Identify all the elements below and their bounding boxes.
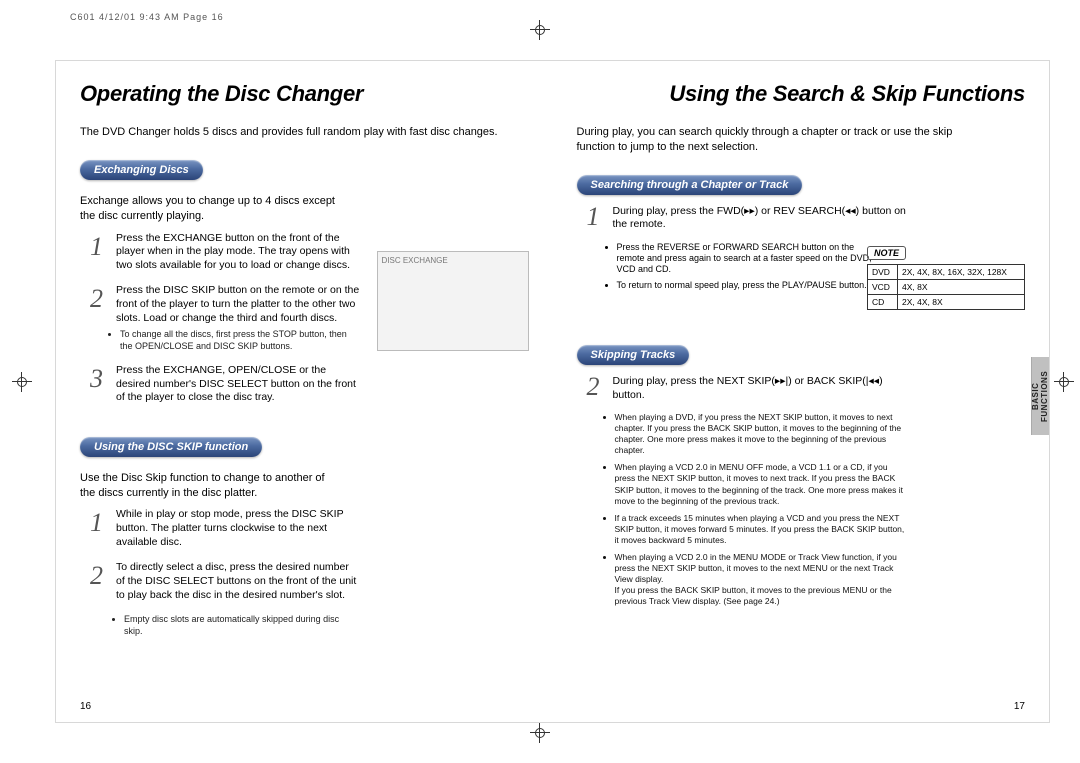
pill-skipping: Skipping Tracks — [577, 345, 690, 365]
page-right: Using the Search & Skip Functions During… — [553, 61, 1050, 722]
list-item: Press the REVERSE or FORWARD SEARCH butt… — [617, 242, 877, 276]
search-bullets: Press the REVERSE or FORWARD SEARCH butt… — [617, 242, 877, 291]
page-title-right: Using the Search & Skip Functions — [577, 81, 1026, 107]
list-item: To return to normal speed play, press th… — [617, 280, 877, 291]
side-tab-label: BASIC FUNCTIONS — [1032, 357, 1050, 435]
pill-exchanging-discs: Exchanging Discs — [80, 160, 203, 180]
page-title-left: Operating the Disc Changer — [80, 81, 529, 107]
crop-mark-bottom — [530, 723, 550, 743]
intro-left: The DVD Changer holds 5 discs and provid… — [80, 125, 510, 140]
step-number: 1 — [587, 205, 605, 232]
crop-mark-left — [12, 372, 32, 392]
table-cell: 2X, 4X, 8X, 16X, 32X, 128X — [898, 265, 1025, 280]
pill-disc-skip: Using the DISC SKIP function — [80, 437, 262, 457]
note-label: NOTE — [867, 246, 906, 260]
list-item: If a track exceeds 15 minutes when playi… — [615, 513, 905, 546]
table-row: VCD 4X, 8X — [868, 280, 1025, 295]
table-cell: 4X, 8X — [898, 280, 1025, 295]
section1-sub: Exchange allows you to change up to 4 di… — [80, 194, 340, 224]
print-meta: C601 4/12/01 9:43 AM Page 16 — [70, 12, 224, 22]
list-item: To directly select a disc, press the des… — [90, 561, 360, 602]
table-cell: 2X, 4X, 8X — [898, 295, 1025, 310]
page-number-left: 16 — [80, 701, 91, 712]
intro-right: During play, you can search quickly thro… — [577, 125, 957, 155]
side-tab-basic-functions: BASIC FUNCTIONS — [1031, 357, 1049, 435]
table-cell: DVD — [868, 265, 898, 280]
step-text: During play, press the FWD(▸▸) or REV SE… — [613, 205, 907, 232]
skip-step-2: 2 During play, press the NEXT SKIP(▸▸|) … — [587, 375, 907, 402]
step-text: During play, press the NEXT SKIP(▸▸|) or… — [613, 375, 907, 402]
page-number-right: 17 — [1014, 701, 1025, 712]
list-item: While in play or stop mode, press the DI… — [90, 508, 360, 549]
table-cell: CD — [868, 295, 898, 310]
section2-steps: While in play or stop mode, press the DI… — [90, 508, 360, 602]
section1-steps: Press the EXCHANGE button on the front o… — [90, 232, 360, 405]
table-row: CD 2X, 4X, 8X — [868, 295, 1025, 310]
list-item: When playing a VCD 2.0 in the MENU MODE … — [615, 552, 905, 607]
page-left: Operating the Disc Changer The DVD Chang… — [56, 61, 553, 722]
crop-mark-top — [530, 20, 550, 40]
figure-disc-exchange: DISC EXCHANGE — [377, 251, 529, 351]
list-item: Press the EXCHANGE, OPEN/CLOSE or the de… — [90, 364, 360, 405]
list-item: Press the DISC SKIP button on the remote… — [90, 284, 360, 351]
step-text: Press the DISC SKIP button on the remote… — [116, 284, 359, 323]
list-item: To change all the discs, first press the… — [120, 329, 350, 352]
list-item: Press the EXCHANGE button on the front o… — [90, 232, 360, 273]
list-item: When playing a VCD 2.0 in MENU OFF mode,… — [615, 462, 905, 506]
speed-table: DVD 2X, 4X, 8X, 16X, 32X, 128X VCD 4X, 8… — [867, 264, 1025, 310]
page-spread: Operating the Disc Changer The DVD Chang… — [55, 60, 1050, 723]
section2-sub: Use the Disc Skip function to change to … — [80, 471, 340, 501]
search-step-1: 1 During play, press the FWD(▸▸) or REV … — [587, 205, 907, 232]
list-item: Empty disc slots are automatically skipp… — [124, 614, 354, 637]
table-row: DVD 2X, 4X, 8X, 16X, 32X, 128X — [868, 265, 1025, 280]
pill-searching: Searching through a Chapter or Track — [577, 175, 803, 195]
skip-bullets: When playing a DVD, if you press the NEX… — [615, 412, 905, 607]
list-item: When playing a DVD, if you press the NEX… — [615, 412, 905, 456]
note-box: NOTE DVD 2X, 4X, 8X, 16X, 32X, 128X VCD … — [867, 243, 1025, 310]
step-number: 2 — [587, 375, 605, 402]
table-cell: VCD — [868, 280, 898, 295]
crop-mark-right — [1054, 372, 1074, 392]
